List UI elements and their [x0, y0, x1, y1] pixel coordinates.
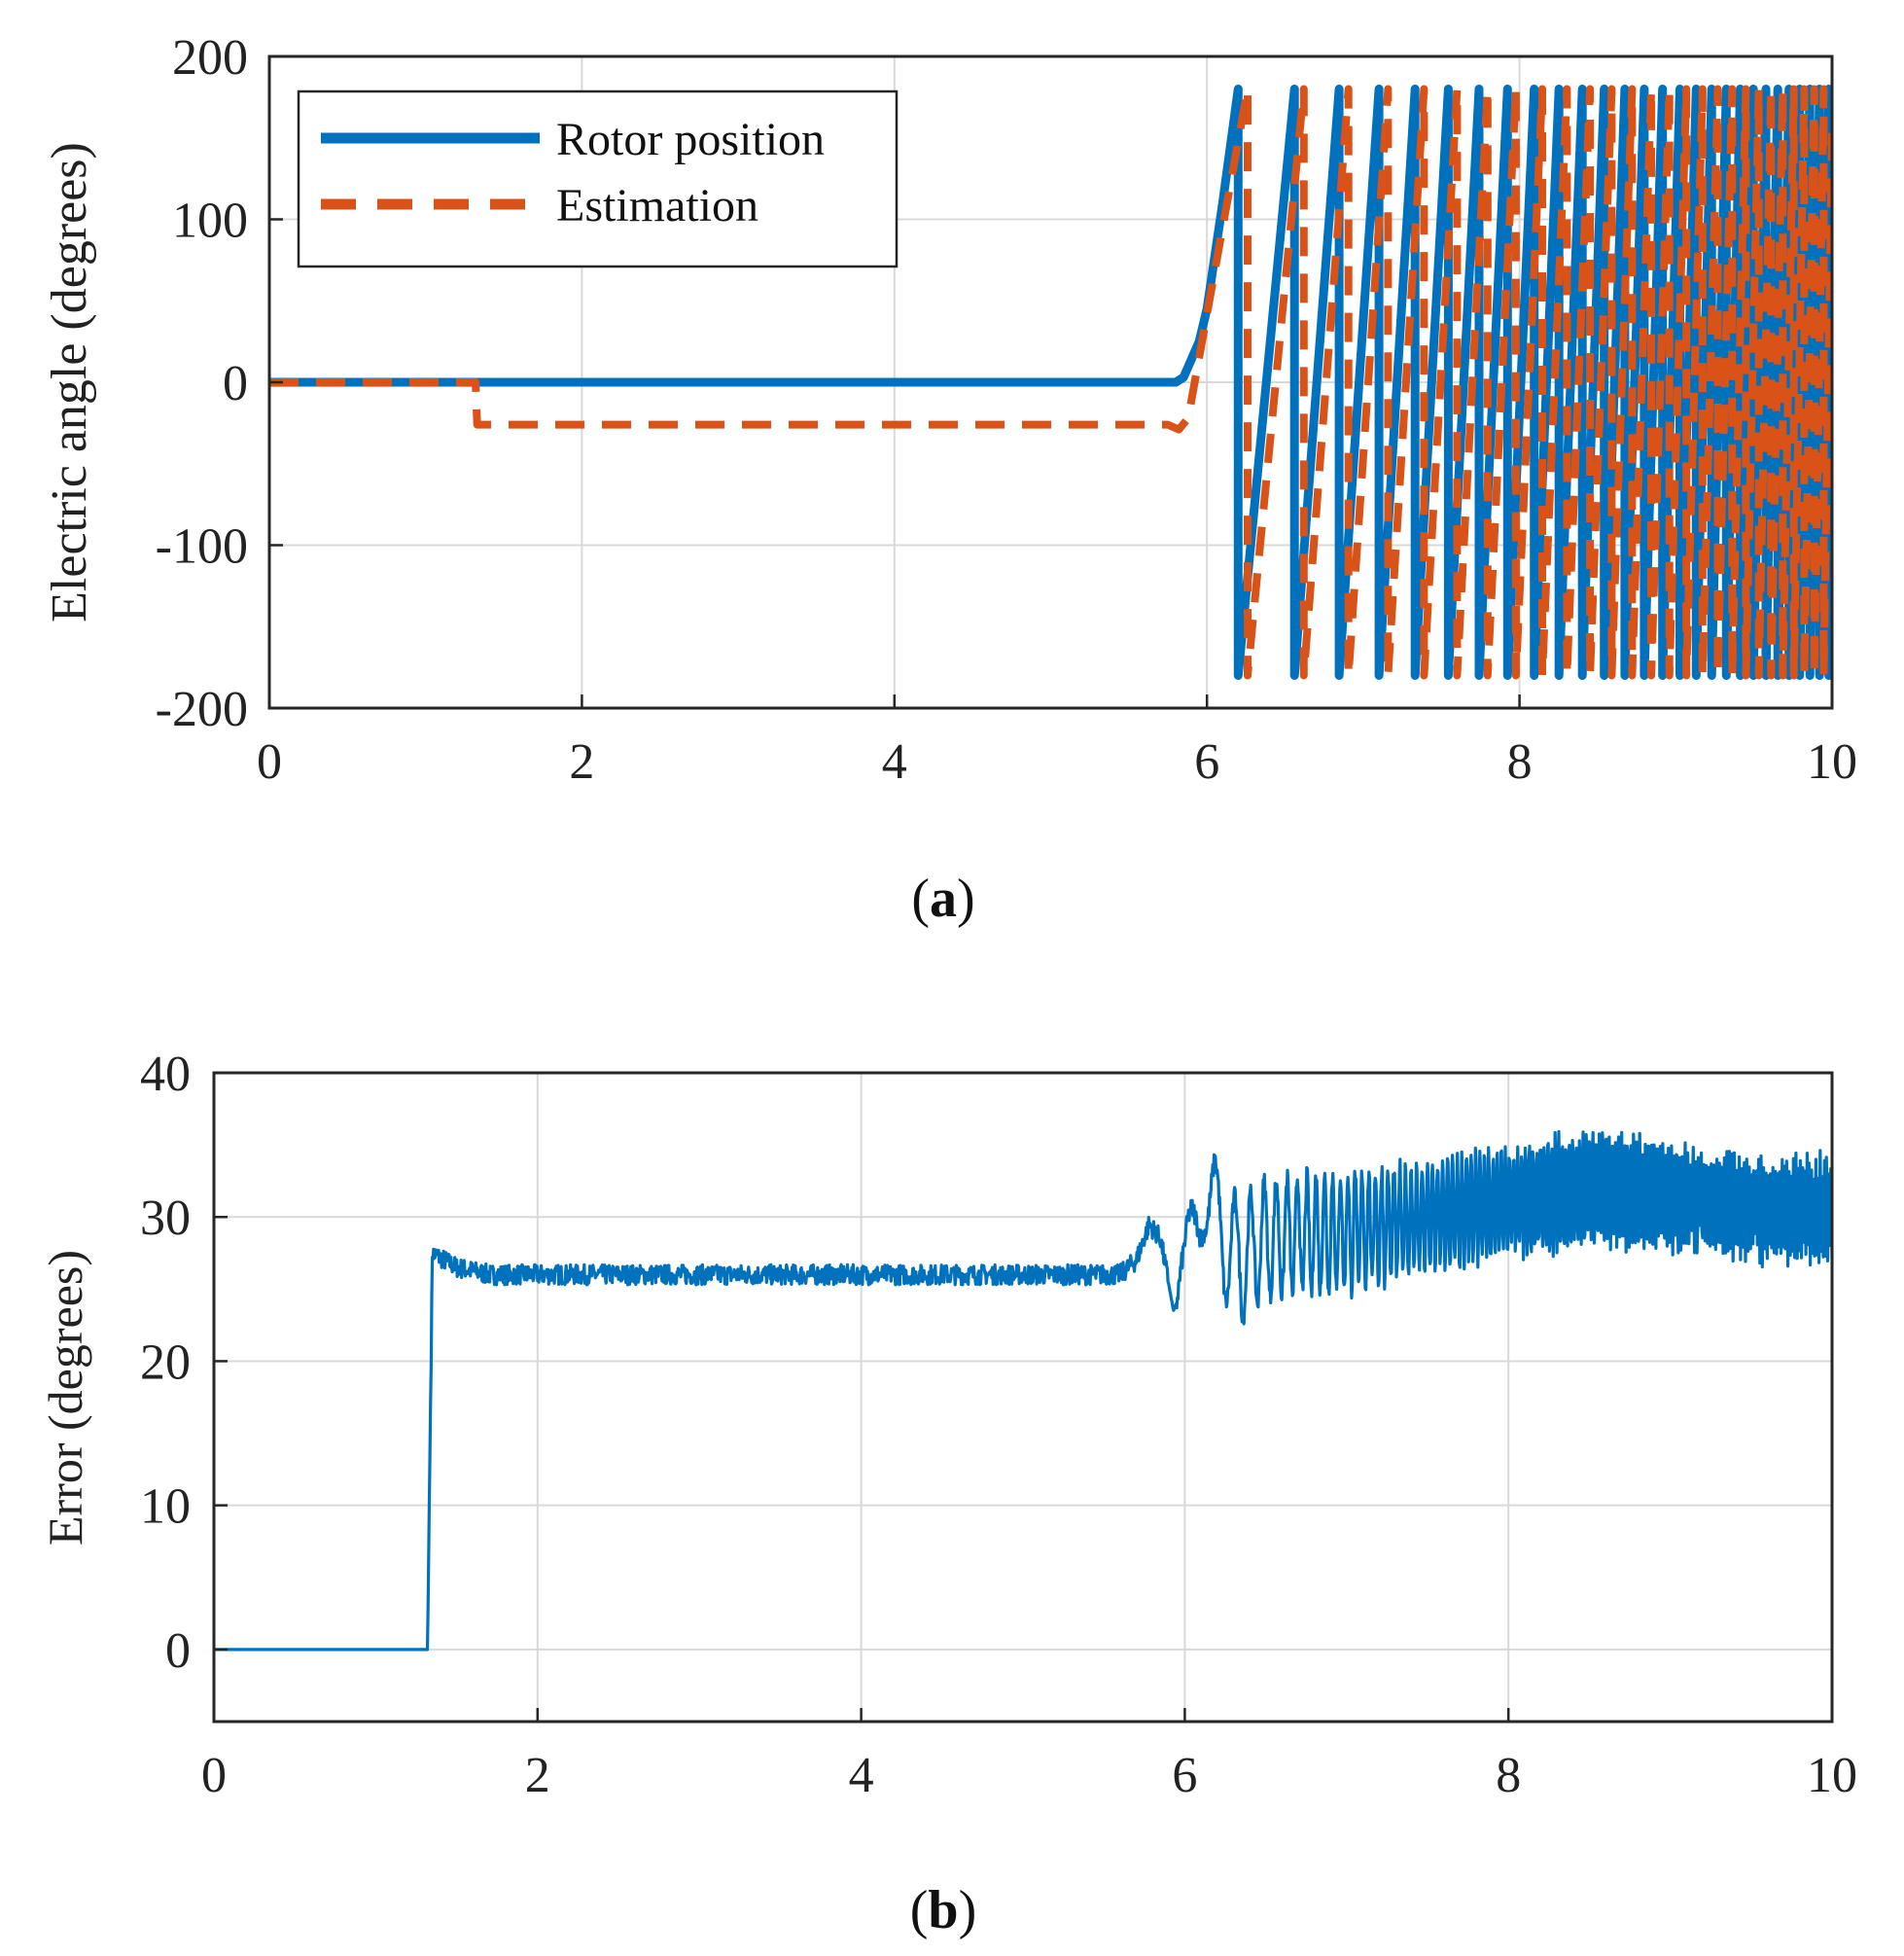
chart-b-caption: (b) — [910, 1880, 976, 1940]
chart-a-legend: Rotor position Estimation — [297, 89, 899, 268]
chart-a-ytick-label: 200 — [172, 30, 248, 86]
chart-b-xtick-label: 4 — [849, 1748, 874, 1803]
series-estimation — [269, 85, 1832, 680]
chart-a-ylabel: Electric angle (degrees) — [42, 142, 97, 622]
chart-a-xtick-label: 4 — [882, 734, 907, 790]
chart-a-xtick-label: 8 — [1507, 734, 1533, 790]
chart-b-ytick-label: 0 — [165, 1623, 191, 1679]
chart-b-ticks: 0 2 4 6 8 10 0 10 20 30 40 — [140, 1047, 1857, 1803]
chart-a-ticks: 0 2 4 6 8 10 -200 -100 0 100 200 — [156, 30, 1857, 790]
chart-a-xtick-label: 6 — [1194, 734, 1219, 790]
chart-b-xtick-label: 2 — [525, 1748, 550, 1803]
chart-b-grid — [214, 1073, 1832, 1722]
chart-a-ytick-label: -100 — [156, 519, 248, 575]
chart-a-caption: (a) — [911, 869, 974, 929]
legend-estimation-label: Estimation — [556, 180, 758, 231]
chart-b-axes-box — [212, 1071, 1834, 1724]
chart-a: 0 2 4 6 8 10 -200 -100 0 100 200 Electric angle (d… — [42, 30, 1857, 929]
chart-b-ylabel: Error (degrees) — [38, 1250, 92, 1546]
chart-a-ytick-label: 0 — [223, 356, 248, 411]
chart-b-xtick-label: 8 — [1496, 1748, 1521, 1803]
chart-b-xtick-label: 10 — [1807, 1748, 1857, 1803]
chart-b-series — [213, 1129, 1834, 1652]
chart-a-ytick-label: -200 — [156, 682, 248, 737]
series-error — [213, 1129, 1834, 1652]
legend-box — [297, 89, 899, 268]
chart-b: 0 2 4 6 8 10 0 10 20 30 40 Error (degrees) (b) — [38, 1047, 1857, 1940]
chart-b-xtick-label: 0 — [201, 1748, 227, 1803]
chart-b-xtick-label: 6 — [1172, 1748, 1197, 1803]
chart-b-ytick-label: 20 — [140, 1334, 191, 1390]
chart-a-ytick-label: 100 — [172, 194, 248, 249]
chart-b-ytick-label: 40 — [140, 1047, 191, 1102]
chart-b-ytick-label: 10 — [140, 1479, 191, 1535]
chart-a-xtick-label: 10 — [1807, 734, 1857, 790]
legend-rotor-label: Rotor position — [556, 114, 825, 165]
chart-a-xtick-label: 0 — [257, 734, 282, 790]
chart-a-series — [269, 85, 1832, 680]
chart-a-xtick-label: 2 — [569, 734, 594, 790]
chart-b-ytick-label: 30 — [140, 1191, 191, 1246]
